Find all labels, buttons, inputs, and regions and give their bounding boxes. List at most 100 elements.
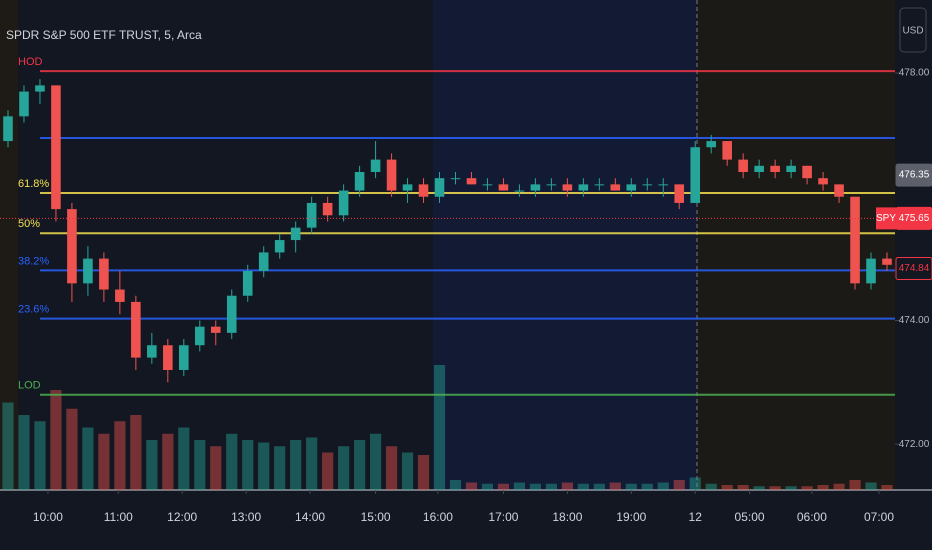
volume-bar [817, 485, 829, 490]
volume-bar [98, 433, 110, 490]
candle-body [626, 184, 637, 191]
x-tick-label: 15:00 [361, 510, 391, 524]
volume-bar [146, 440, 158, 490]
candle-body [210, 326, 221, 333]
candle-body [482, 184, 493, 186]
price-tag-label: 476.35 [899, 170, 930, 181]
volume-bar [369, 433, 382, 490]
volume-bar [50, 390, 62, 490]
overnight-shade [697, 0, 895, 490]
candle-body [3, 116, 13, 142]
candle-body [67, 209, 77, 284]
x-tick-label: 19:00 [616, 510, 646, 524]
candle-body [131, 301, 141, 358]
candle-body [434, 178, 445, 197]
volume-bar [689, 477, 701, 490]
volume-bar [705, 483, 717, 490]
candle-body [514, 190, 525, 192]
price-tag [895, 163, 932, 187]
candle-body [274, 240, 285, 253]
candle-body [226, 295, 237, 333]
x-tick-label: 17:00 [488, 510, 518, 524]
volume-bar [401, 452, 414, 490]
candle-body [658, 184, 669, 186]
volume-bar [306, 437, 318, 490]
candle-body [642, 184, 653, 186]
volume-bar [737, 485, 749, 490]
volume-bar [66, 408, 78, 490]
level-label: LOD [18, 380, 41, 392]
x-tick-label: 18:00 [552, 510, 582, 524]
candle-body [674, 184, 685, 203]
x-tick-label: 11:00 [104, 510, 133, 524]
volume-bar [338, 446, 350, 490]
volume-bar [354, 440, 366, 490]
candle-body [19, 91, 29, 117]
candle-body [354, 171, 365, 191]
x-tick-label: 05:00 [735, 510, 765, 524]
volume-bar [561, 482, 573, 490]
candle-body [147, 345, 157, 358]
candle-body [786, 165, 796, 172]
volume-bar [18, 415, 30, 490]
x-tick-label: 07:00 [864, 510, 894, 524]
currency-button[interactable] [899, 7, 927, 53]
volume-bar [513, 482, 526, 490]
volume-bar [865, 482, 877, 490]
candle-body [594, 184, 605, 186]
level-label: 61.8% [18, 178, 49, 190]
volume-bar [290, 440, 302, 490]
volume-bar [226, 433, 238, 490]
candle-body [722, 141, 732, 160]
candle-body [546, 184, 557, 186]
candle-body [99, 258, 109, 290]
volume-bar [465, 482, 478, 490]
candle-body [770, 165, 780, 172]
y-tick-label: 474.00 [899, 315, 930, 326]
volume-bar [641, 483, 653, 490]
candle-body [418, 184, 429, 197]
volume-bar [881, 485, 893, 490]
symbol-tag [876, 207, 896, 230]
candle-body [322, 202, 333, 216]
candle-body [386, 159, 397, 191]
volume-bar [34, 421, 46, 490]
candle-body [466, 178, 477, 185]
candle-body [179, 345, 189, 370]
volume-bar [82, 427, 94, 490]
volume-bar [577, 483, 589, 490]
candle-body [242, 270, 253, 296]
price-tag [895, 257, 932, 281]
volume-bar [178, 427, 190, 490]
volume-bar [433, 365, 446, 490]
volume-bar [242, 440, 254, 490]
volume-bar [673, 480, 685, 490]
currency-label[interactable]: USD [902, 26, 923, 37]
volume-bar [274, 446, 286, 490]
candle-body [163, 345, 173, 370]
candle-body [306, 202, 317, 228]
candle-body [754, 165, 764, 172]
candle-body [51, 85, 61, 210]
volume-bar [210, 446, 222, 490]
y-tick-label: 472.00 [899, 439, 930, 450]
volume-bar [258, 442, 270, 490]
candle-body [290, 227, 301, 241]
candle-body [258, 252, 269, 271]
volume-bar [657, 482, 669, 490]
volume-bar [497, 483, 510, 490]
volume-bar [194, 440, 206, 490]
x-tick-label: 16:00 [423, 510, 453, 524]
volume-bar [481, 483, 494, 490]
candle-body [706, 141, 716, 148]
symbol-label: SPY [876, 213, 896, 224]
candle-body [402, 184, 413, 191]
chart-title: SPDR S&P 500 ETF TRUST, 5, Arca [6, 28, 202, 42]
candle-body [610, 184, 621, 191]
volume-bar [849, 480, 861, 490]
volume-bar [625, 483, 637, 490]
candle-body [194, 326, 205, 346]
price-tag-label: 475.65 [899, 213, 930, 224]
